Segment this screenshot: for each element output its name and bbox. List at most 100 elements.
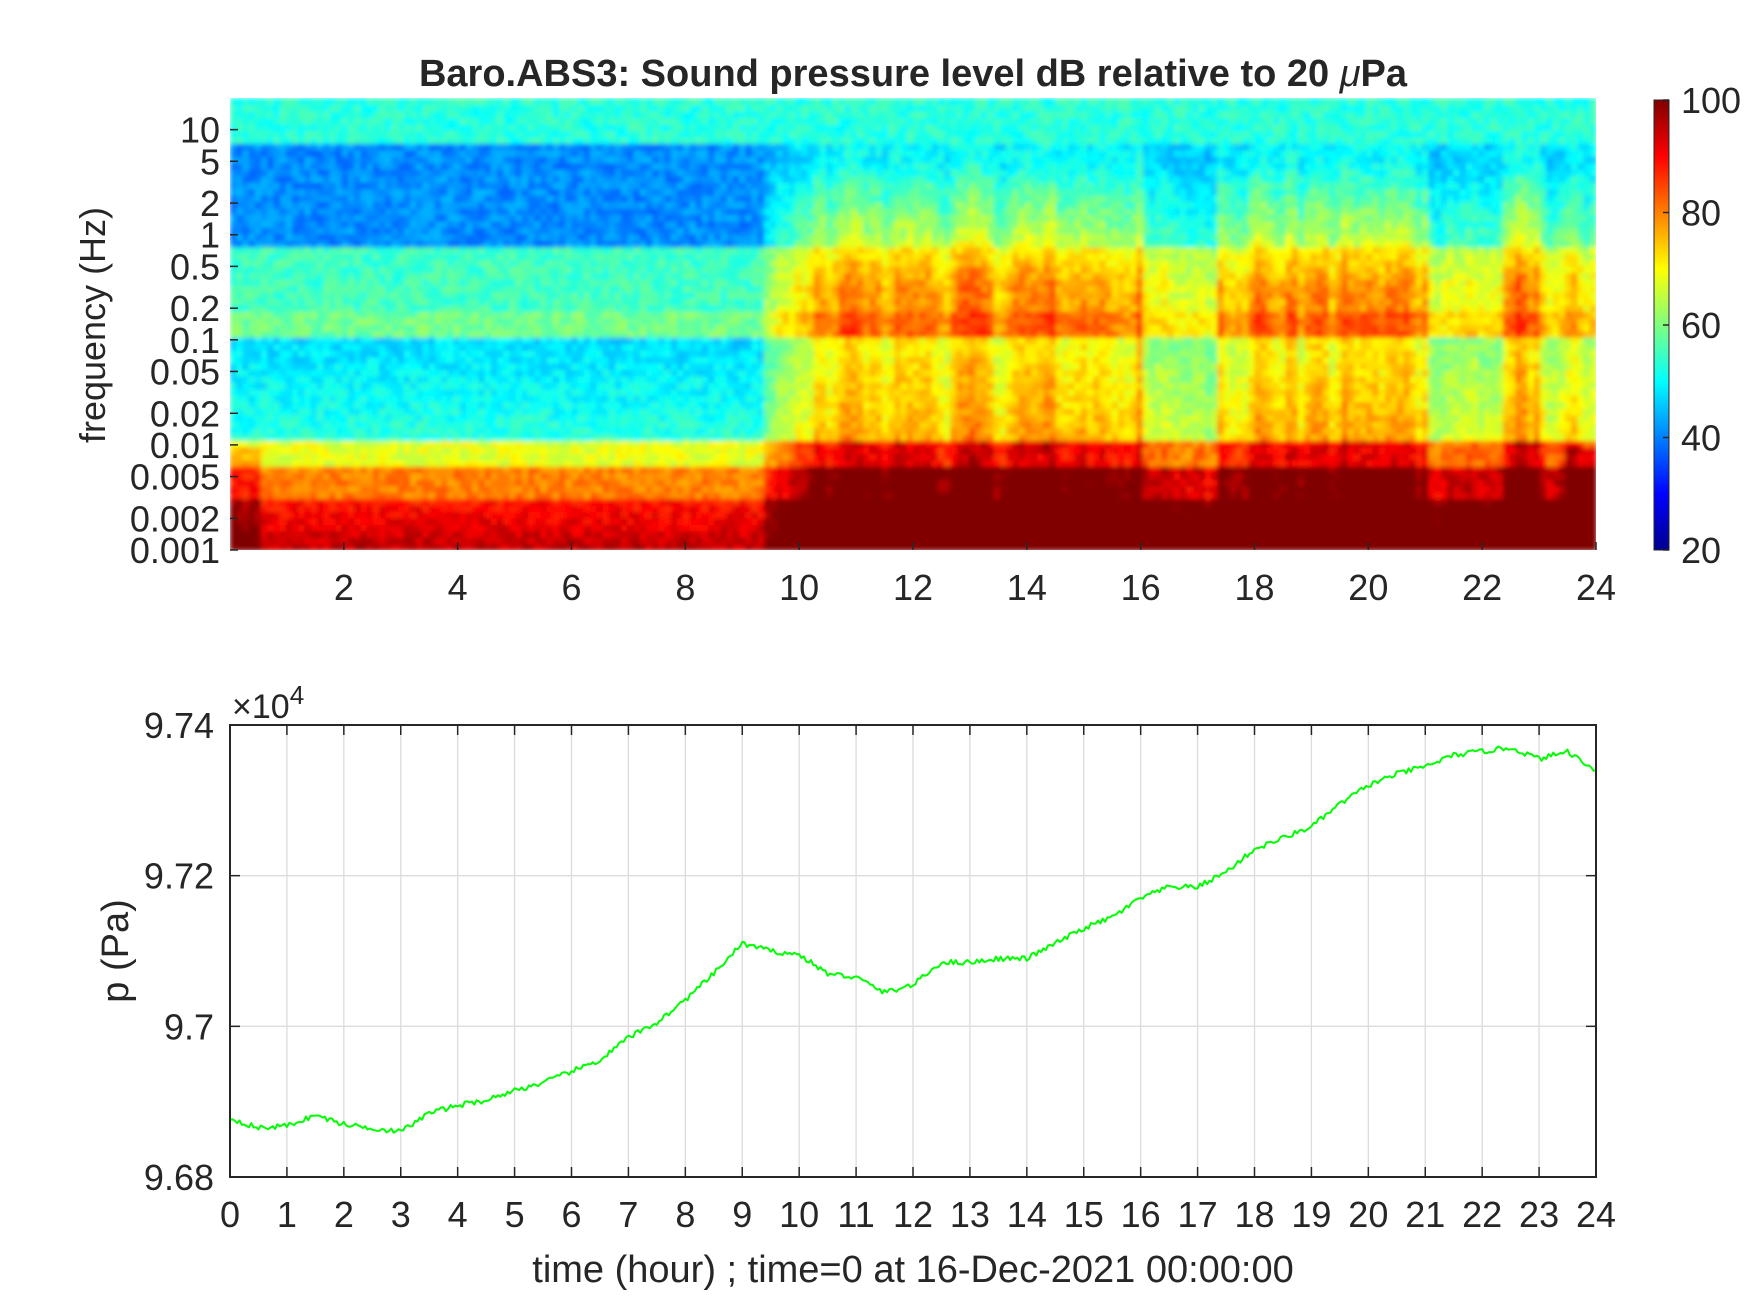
spectrogram-cell bbox=[348, 479, 355, 486]
spectrogram-cell bbox=[398, 305, 405, 312]
spectrogram-cell bbox=[572, 188, 579, 195]
spectrogram-cell bbox=[485, 337, 492, 344]
spectrogram-cell bbox=[429, 285, 436, 292]
spectrogram-cell bbox=[447, 473, 454, 480]
spectrogram-cell bbox=[261, 505, 268, 512]
spectrogram-cell bbox=[242, 485, 249, 492]
spectrogram-cell bbox=[391, 182, 398, 189]
spectrogram-cell bbox=[360, 389, 367, 396]
spectrogram-cell bbox=[485, 311, 492, 318]
spectrogram-cell bbox=[472, 511, 479, 518]
spectrogram-cell bbox=[665, 259, 672, 266]
spectrogram-cell bbox=[398, 460, 405, 467]
spectrogram-cell bbox=[640, 143, 647, 150]
spectrogram-cell bbox=[298, 485, 305, 492]
spectrogram-cell bbox=[491, 350, 498, 357]
spectrogram-cell bbox=[634, 434, 641, 441]
spectrogram-cell bbox=[354, 376, 361, 383]
spectrogram-cell bbox=[584, 208, 591, 215]
spectrogram-cell bbox=[528, 453, 535, 460]
spectrogram-cell bbox=[329, 227, 336, 234]
spectrogram-cell bbox=[286, 169, 293, 176]
spectrogram-cell bbox=[565, 473, 572, 480]
spectrogram-cell bbox=[410, 440, 417, 447]
spectrogram-cell bbox=[373, 356, 380, 363]
spectrogram-cell bbox=[485, 111, 492, 118]
spectrogram-cell bbox=[255, 201, 262, 208]
spectrogram-cell bbox=[565, 163, 572, 170]
spectrogram-cell bbox=[354, 440, 361, 447]
spectrogram-cell bbox=[572, 124, 579, 131]
spectrogram-cell bbox=[528, 427, 535, 434]
spectrogram-cell bbox=[522, 343, 529, 350]
spectrogram-cell bbox=[596, 498, 603, 505]
spectrogram-cell bbox=[590, 389, 597, 396]
spectrogram-cell bbox=[627, 440, 634, 447]
spectrogram-cell bbox=[485, 247, 492, 254]
spectrogram-cell bbox=[348, 227, 355, 234]
spectrogram-cell bbox=[367, 137, 374, 144]
spectrogram-cell bbox=[658, 498, 665, 505]
spectrogram-cell bbox=[379, 318, 386, 325]
spectrogram-cell bbox=[255, 318, 262, 325]
spectrogram-cell bbox=[261, 518, 268, 525]
spectrogram-cell bbox=[305, 150, 312, 157]
spectrogram-cell bbox=[261, 298, 268, 305]
spectrogram-cell bbox=[385, 298, 392, 305]
spectrogram-cell bbox=[640, 266, 647, 273]
spectrogram-cell bbox=[590, 214, 597, 221]
spectrogram-cell bbox=[261, 350, 268, 357]
spectrogram-cell bbox=[404, 150, 411, 157]
spectrogram-cell bbox=[621, 343, 628, 350]
spectrogram-cell bbox=[578, 518, 585, 525]
spectrogram-cell bbox=[485, 221, 492, 228]
spectrogram-cell bbox=[584, 531, 591, 538]
spectrogram-cell bbox=[391, 350, 398, 357]
spectrogram-cell bbox=[497, 227, 504, 234]
spectrogram-cell bbox=[354, 330, 361, 337]
spectrogram-cell bbox=[398, 434, 405, 441]
spectrogram-cell bbox=[646, 382, 653, 389]
spectrogram-cell bbox=[547, 305, 554, 312]
spectrogram-cell bbox=[385, 460, 392, 467]
spectrogram-cell bbox=[472, 369, 479, 376]
spectrogram-cell bbox=[236, 240, 243, 247]
spectrogram-cell bbox=[416, 279, 423, 286]
spectrogram-cell bbox=[478, 337, 485, 344]
spectrogram-cell bbox=[503, 137, 510, 144]
spectrogram-cell bbox=[621, 195, 628, 202]
spectrogram-cell bbox=[658, 143, 665, 150]
spectrogram-cell bbox=[491, 408, 498, 415]
spectrogram-cell bbox=[410, 369, 417, 376]
spectrogram-cell bbox=[249, 498, 256, 505]
spectrogram-cell bbox=[416, 479, 423, 486]
spectrogram-cell bbox=[441, 324, 448, 331]
spectrogram-cell bbox=[236, 221, 243, 228]
spectrogram-cell bbox=[429, 298, 436, 305]
spectrogram-cell bbox=[236, 279, 243, 286]
spectrogram-cell bbox=[447, 460, 454, 467]
spectrogram-cell bbox=[547, 363, 554, 370]
spectrogram-cell bbox=[509, 440, 516, 447]
spectrogram-cell bbox=[584, 337, 591, 344]
spectrogram-cell bbox=[516, 479, 523, 486]
spectrogram-cell bbox=[540, 376, 547, 383]
spectrogram-cell bbox=[590, 253, 597, 260]
spectrogram-cell bbox=[503, 505, 510, 512]
spectrogram-cell bbox=[249, 401, 256, 408]
spectrogram-cell bbox=[596, 460, 603, 467]
spectrogram-cell bbox=[596, 130, 603, 137]
spectrogram-cell bbox=[497, 414, 504, 421]
spectrogram-cell bbox=[298, 524, 305, 531]
spectrogram-cell bbox=[472, 227, 479, 234]
spectrogram-cell bbox=[658, 505, 665, 512]
spectrogram-cell bbox=[565, 414, 572, 421]
spectrogram-cell bbox=[491, 98, 498, 105]
spectrogram-cell bbox=[305, 104, 312, 111]
spectrogram-cell bbox=[553, 324, 560, 331]
spectrogram-cell bbox=[609, 221, 616, 228]
spectrogram-cell bbox=[317, 117, 324, 124]
spectrogram-cell bbox=[373, 104, 380, 111]
spectrogram-cell bbox=[348, 311, 355, 318]
spectrogram-cell bbox=[286, 505, 293, 512]
